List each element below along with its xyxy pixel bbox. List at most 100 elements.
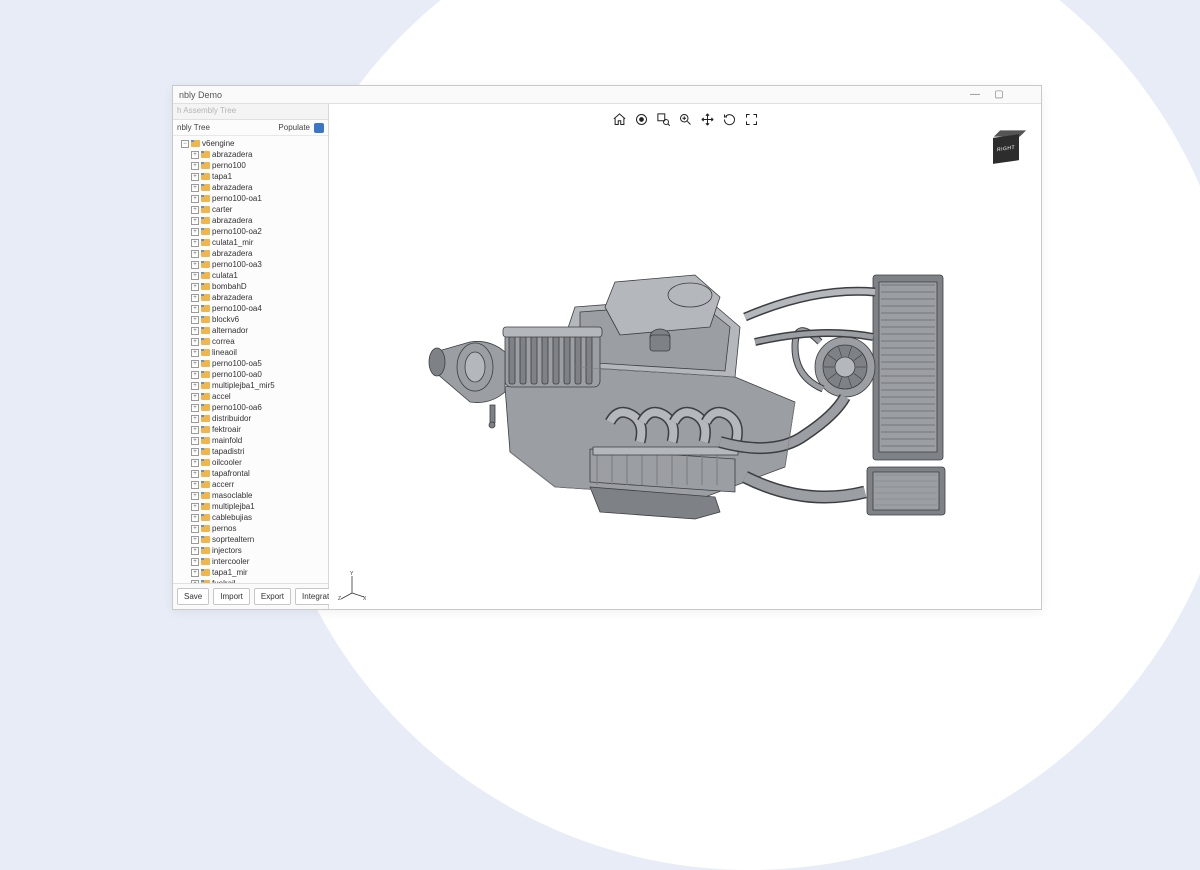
- expand-icon[interactable]: +: [191, 327, 199, 335]
- cube-right-face[interactable]: RIGHT: [993, 134, 1019, 164]
- expand-icon[interactable]: +: [191, 338, 199, 346]
- tree-node[interactable]: +perno100-oa3: [181, 259, 328, 270]
- tree-node[interactable]: +perno100-oa6: [181, 402, 328, 413]
- tree-node[interactable]: +multiplejba1_mir5: [181, 380, 328, 391]
- tree-node[interactable]: +fektroair: [181, 424, 328, 435]
- tree-node[interactable]: +tapa1_mir: [181, 567, 328, 578]
- expand-icon[interactable]: +: [191, 305, 199, 313]
- expand-icon[interactable]: −: [181, 140, 189, 148]
- expand-icon[interactable]: +: [191, 173, 199, 181]
- expand-icon[interactable]: +: [191, 481, 199, 489]
- tree-node[interactable]: +culata1_mir: [181, 237, 328, 248]
- expand-icon[interactable]: +: [191, 404, 199, 412]
- tree-node[interactable]: +abrazadera: [181, 292, 328, 303]
- populate-checkbox[interactable]: [314, 123, 324, 133]
- tree-node[interactable]: +injectors: [181, 545, 328, 556]
- tree-node[interactable]: +intercooler: [181, 556, 328, 567]
- expand-icon[interactable]: +: [191, 206, 199, 214]
- expand-icon[interactable]: +: [191, 558, 199, 566]
- expand-icon[interactable]: +: [191, 580, 199, 584]
- tree-node[interactable]: +masoclable: [181, 490, 328, 501]
- expand-icon[interactable]: +: [191, 371, 199, 379]
- export-button[interactable]: Export: [254, 588, 291, 605]
- tree-node[interactable]: +abrazadera: [181, 248, 328, 259]
- tree-node[interactable]: +pernos: [181, 523, 328, 534]
- tree-node[interactable]: +oilcooler: [181, 457, 328, 468]
- tree-node[interactable]: +correa: [181, 336, 328, 347]
- zoom-window-icon[interactable]: [654, 110, 672, 128]
- tree-node[interactable]: +perno100-oa4: [181, 303, 328, 314]
- expand-icon[interactable]: +: [191, 569, 199, 577]
- pan-icon[interactable]: [698, 110, 716, 128]
- tree-node[interactable]: +perno100-oa0: [181, 369, 328, 380]
- tree-node[interactable]: +blockv6: [181, 314, 328, 325]
- tree-node[interactable]: +distribuidor: [181, 413, 328, 424]
- expand-icon[interactable]: +: [191, 283, 199, 291]
- tree-node[interactable]: +multiplejba1: [181, 501, 328, 512]
- tree-node[interactable]: +accerr: [181, 479, 328, 490]
- expand-icon[interactable]: +: [191, 503, 199, 511]
- expand-icon[interactable]: +: [191, 415, 199, 423]
- expand-icon[interactable]: +: [191, 470, 199, 478]
- expand-icon[interactable]: +: [191, 349, 199, 357]
- tree-node[interactable]: +carter: [181, 204, 328, 215]
- zoom-icon[interactable]: [676, 110, 694, 128]
- tree-node[interactable]: +lineaoil: [181, 347, 328, 358]
- expand-icon[interactable]: +: [191, 426, 199, 434]
- view-icon[interactable]: [632, 110, 650, 128]
- expand-icon[interactable]: +: [191, 250, 199, 258]
- expand-icon[interactable]: +: [191, 162, 199, 170]
- tree-node[interactable]: +perno100-oa1: [181, 193, 328, 204]
- expand-icon[interactable]: +: [191, 514, 199, 522]
- orbit-icon[interactable]: [720, 110, 738, 128]
- orientation-cube[interactable]: RIGHT: [993, 136, 1023, 166]
- tree-node[interactable]: +perno100-oa2: [181, 226, 328, 237]
- viewport-3d[interactable]: RIGHT Y X Z: [329, 104, 1041, 609]
- expand-icon[interactable]: +: [191, 261, 199, 269]
- tree-node[interactable]: +tapa1: [181, 171, 328, 182]
- expand-icon[interactable]: +: [191, 272, 199, 280]
- assembly-tree[interactable]: −v6engine+abrazadera+perno100+tapa1+abra…: [173, 136, 328, 583]
- expand-icon[interactable]: +: [191, 547, 199, 555]
- expand-icon[interactable]: +: [191, 228, 199, 236]
- expand-icon[interactable]: +: [191, 525, 199, 533]
- expand-icon[interactable]: +: [191, 316, 199, 324]
- tree-node[interactable]: +tapafrontal: [181, 468, 328, 479]
- expand-icon[interactable]: +: [191, 360, 199, 368]
- save-button[interactable]: Save: [177, 588, 209, 605]
- fit-icon[interactable]: [742, 110, 760, 128]
- tree-node[interactable]: +alternador: [181, 325, 328, 336]
- expand-icon[interactable]: +: [191, 184, 199, 192]
- tree-node[interactable]: +abrazadera: [181, 215, 328, 226]
- home-icon[interactable]: [610, 110, 628, 128]
- tree-node[interactable]: +culata1: [181, 270, 328, 281]
- tree-node[interactable]: +perno100-oa5: [181, 358, 328, 369]
- expand-icon[interactable]: +: [191, 393, 199, 401]
- expand-icon[interactable]: +: [191, 448, 199, 456]
- tree-node[interactable]: +perno100: [181, 160, 328, 171]
- tree-node[interactable]: +abrazadera: [181, 182, 328, 193]
- tree-node[interactable]: +soprtealtern: [181, 534, 328, 545]
- expand-icon[interactable]: +: [191, 294, 199, 302]
- expand-icon[interactable]: +: [191, 492, 199, 500]
- tree-node[interactable]: +cablebujias: [181, 512, 328, 523]
- tree-search-input[interactable]: h Assembly Tree: [173, 104, 328, 120]
- expand-icon[interactable]: +: [191, 151, 199, 159]
- tree-node[interactable]: +tapadistri: [181, 446, 328, 457]
- expand-icon[interactable]: +: [191, 195, 199, 203]
- maximize-button[interactable]: ▢: [987, 89, 1011, 100]
- expand-icon[interactable]: +: [191, 459, 199, 467]
- tree-root-node[interactable]: −v6engine: [181, 138, 328, 149]
- tree-node[interactable]: +fuelrail: [181, 578, 328, 583]
- expand-icon[interactable]: +: [191, 536, 199, 544]
- minimize-button[interactable]: —: [963, 89, 987, 100]
- expand-icon[interactable]: +: [191, 437, 199, 445]
- tree-node[interactable]: +mainfold: [181, 435, 328, 446]
- tree-node[interactable]: +abrazadera: [181, 149, 328, 160]
- import-button[interactable]: Import: [213, 588, 250, 605]
- expand-icon[interactable]: +: [191, 239, 199, 247]
- expand-icon[interactable]: +: [191, 217, 199, 225]
- expand-icon[interactable]: +: [191, 382, 199, 390]
- tree-node[interactable]: +accel: [181, 391, 328, 402]
- tree-node[interactable]: +bombahD: [181, 281, 328, 292]
